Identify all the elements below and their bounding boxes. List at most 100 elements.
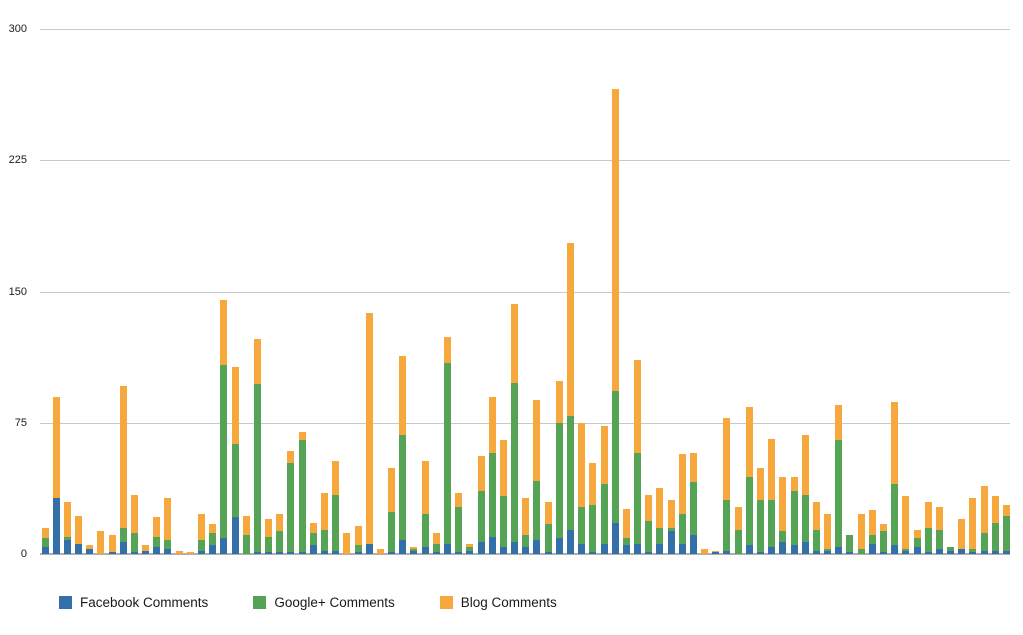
segment-facebook bbox=[611, 522, 619, 554]
segment-facebook bbox=[768, 547, 776, 554]
stacked-bar-40 bbox=[477, 456, 485, 554]
stacked-bar-21 bbox=[265, 519, 273, 554]
stacked-bar-8 bbox=[119, 386, 127, 554]
segment-google+ bbox=[544, 524, 552, 553]
blog-swatch-icon bbox=[439, 596, 453, 609]
segment-blog bbox=[63, 501, 71, 537]
stacked-bar-60 bbox=[701, 548, 709, 554]
segment-blog bbox=[723, 417, 731, 500]
stacked-bar-86 bbox=[991, 496, 999, 554]
stacked-bar-58 bbox=[678, 454, 686, 554]
segment-blog bbox=[701, 548, 709, 554]
segment-blog bbox=[667, 499, 675, 528]
segment-blog bbox=[242, 515, 250, 535]
segment-google+ bbox=[455, 506, 463, 553]
segment-facebook bbox=[354, 552, 362, 554]
segment-facebook bbox=[130, 552, 138, 554]
stacked-bar-10 bbox=[142, 545, 150, 554]
stacked-bar-35 bbox=[421, 461, 429, 554]
stacked-bar-2 bbox=[52, 396, 60, 554]
segment-blog bbox=[958, 519, 966, 549]
segment-facebook bbox=[790, 545, 798, 554]
segment-facebook bbox=[399, 540, 407, 554]
stacked-bar-79 bbox=[913, 529, 921, 554]
segment-blog bbox=[1003, 505, 1010, 516]
segment-facebook bbox=[891, 545, 899, 554]
segment-google+ bbox=[298, 440, 306, 553]
stacked-bar-13 bbox=[175, 550, 183, 554]
segment-facebook bbox=[332, 550, 340, 554]
stacked-bar-42 bbox=[499, 440, 507, 554]
segment-google+ bbox=[499, 496, 507, 547]
segment-blog bbox=[309, 522, 317, 533]
stacked-bar-41 bbox=[488, 396, 496, 554]
segment-google+ bbox=[600, 484, 608, 544]
segment-google+ bbox=[276, 531, 284, 553]
segment-blog bbox=[757, 468, 765, 500]
stacked-bar-87 bbox=[1003, 505, 1010, 554]
stacked-bar-57 bbox=[667, 499, 675, 554]
segment-google+ bbox=[533, 480, 541, 540]
stacked-bar-24 bbox=[298, 431, 306, 554]
segment-facebook bbox=[142, 550, 150, 554]
segment-blog bbox=[75, 515, 83, 544]
segment-facebook bbox=[667, 531, 675, 554]
segment-google+ bbox=[812, 529, 820, 551]
stacked-bar-75 bbox=[868, 510, 876, 554]
stacked-bar-82 bbox=[947, 547, 955, 554]
segment-facebook bbox=[689, 534, 697, 554]
segment-blog bbox=[365, 312, 373, 544]
segment-facebook bbox=[712, 552, 720, 554]
segment-facebook bbox=[757, 552, 765, 554]
segment-facebook bbox=[544, 552, 552, 554]
segment-blog bbox=[499, 440, 507, 497]
segment-facebook bbox=[108, 552, 116, 554]
segment-blog bbox=[935, 506, 943, 530]
segment-blog bbox=[399, 356, 407, 435]
segment-blog bbox=[287, 450, 295, 463]
y-axis-tick-label: 75 bbox=[14, 416, 27, 429]
segment-facebook bbox=[75, 543, 83, 554]
stacked-bar-33 bbox=[399, 356, 407, 554]
segment-blog bbox=[41, 527, 49, 539]
segment-facebook bbox=[980, 550, 988, 554]
stacked-bar-56 bbox=[656, 487, 664, 554]
segment-blog bbox=[611, 88, 619, 392]
segment-blog bbox=[835, 405, 843, 441]
stacked-bar-77 bbox=[891, 401, 899, 554]
segment-google+ bbox=[801, 494, 809, 542]
segment-facebook bbox=[589, 552, 597, 554]
segment-google+ bbox=[622, 538, 630, 546]
segment-blog bbox=[142, 545, 150, 551]
stacked-bar-73 bbox=[846, 534, 854, 554]
segment-facebook bbox=[566, 529, 574, 554]
segment-blog bbox=[410, 547, 418, 549]
stacked-bar-19 bbox=[242, 515, 250, 554]
segment-blog bbox=[924, 501, 932, 528]
segment-facebook bbox=[555, 538, 563, 554]
segment-blog bbox=[119, 386, 127, 528]
segment-blog bbox=[354, 526, 362, 546]
segment-google+ bbox=[309, 533, 317, 546]
segment-facebook bbox=[902, 550, 910, 554]
segment-facebook bbox=[913, 547, 921, 554]
segment-facebook bbox=[645, 552, 653, 554]
stacked-bar-53 bbox=[622, 508, 630, 554]
segment-google+ bbox=[354, 545, 362, 553]
segment-blog bbox=[198, 513, 206, 540]
segment-facebook bbox=[253, 552, 261, 554]
stacked-bar-3 bbox=[63, 501, 71, 554]
stacked-bar-32 bbox=[388, 468, 396, 554]
segment-google+ bbox=[410, 548, 418, 551]
segment-blog bbox=[298, 431, 306, 441]
segment-facebook bbox=[880, 552, 888, 554]
segment-facebook bbox=[522, 547, 530, 554]
legend-item-googleplus: Google+ Comments bbox=[253, 595, 395, 610]
stacked-bar-69 bbox=[801, 435, 809, 554]
segment-facebook bbox=[924, 552, 932, 554]
segment-facebook bbox=[365, 543, 373, 554]
stacked-bar-67 bbox=[779, 477, 787, 554]
segment-facebook bbox=[309, 545, 317, 554]
segment-google+ bbox=[119, 527, 127, 542]
